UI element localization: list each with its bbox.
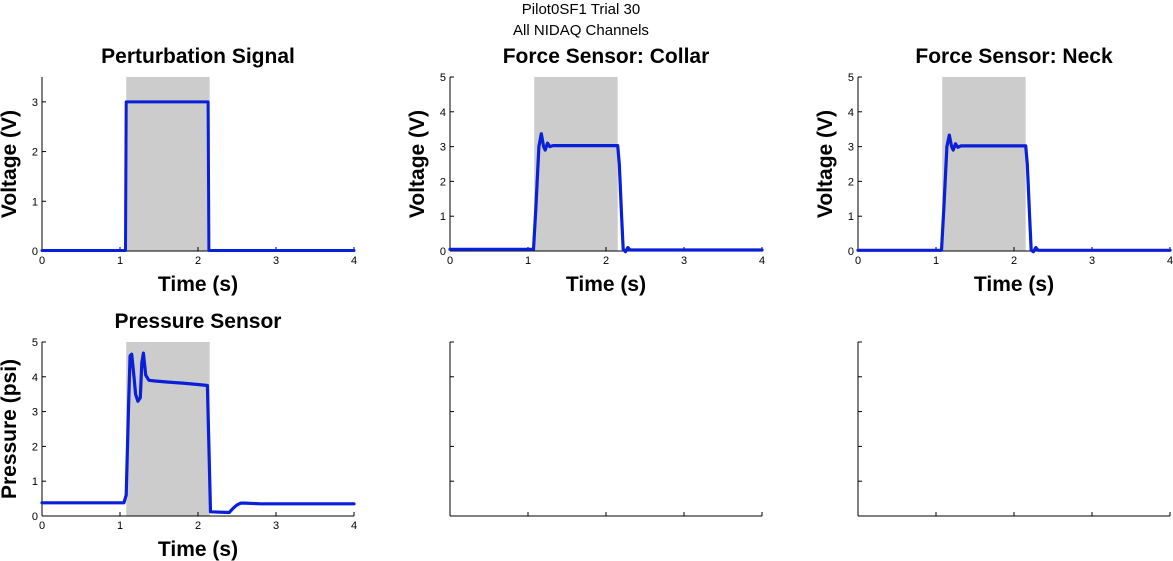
subplot-6 (857, 341, 1171, 517)
x-tick-label: 1 (525, 255, 531, 267)
signal-trace (40, 351, 356, 515)
y-tick-label: 5 (848, 72, 854, 84)
y-tick-label: 4 (32, 372, 38, 384)
x-axis-label: Time (s) (974, 273, 1054, 296)
signal-trace (40, 100, 356, 252)
x-axis-label: Time (s) (566, 273, 646, 296)
x-tick-label: 1 (117, 255, 123, 267)
subplot-title: Force Sensor: Collar (503, 45, 710, 68)
x-tick-label: 0 (855, 255, 861, 267)
x-tick-label: 4 (351, 520, 357, 532)
x-tick-label: 0 (39, 255, 45, 267)
y-tick-label: 0 (848, 246, 854, 258)
y-tick-label: 3 (848, 142, 854, 154)
y-tick-label: 2 (848, 176, 854, 188)
x-tick-label: 3 (273, 255, 279, 267)
perturbation-window (942, 77, 1026, 251)
y-tick-label: 4 (440, 107, 446, 119)
subplot-5 (449, 341, 763, 517)
y-tick-label: 4 (848, 107, 854, 119)
x-tick-label: 2 (1011, 255, 1017, 267)
perturbation-window (534, 77, 618, 251)
x-tick-label: 2 (603, 255, 609, 267)
subplot-grid: 0 1 2 3 4 0 1 2 3 Perturbation Signal Time (s) Volt… (0, 45, 1173, 561)
y-axis-label: Voltage (V) (814, 110, 837, 218)
x-tick-label: 3 (1089, 255, 1095, 267)
x-tick-label: 4 (759, 255, 765, 267)
x-tick-label: 4 (1167, 255, 1173, 267)
y-tick-label: 2 (32, 441, 38, 453)
x-tick-label: 4 (351, 255, 357, 267)
y-tick-label: 1 (848, 211, 854, 223)
y-tick-label: 1 (440, 211, 446, 223)
x-axis-label: Time (s) (158, 273, 238, 296)
subplot-title: Pressure Sensor (115, 310, 282, 333)
figure-subtitle: All NIDAQ Channels (513, 22, 649, 39)
y-tick-label: 0 (32, 246, 38, 258)
x-tick-label: 1 (933, 255, 939, 267)
subplot-2: 0 1 2 3 4 0 1 2 3 4 5 Force Sensor: Collar Time (s) V… (406, 45, 765, 296)
y-tick-label: 3 (440, 142, 446, 154)
y-tick-label: 5 (440, 72, 446, 84)
y-tick-label: 1 (32, 196, 38, 208)
subplot-title: Force Sensor: Neck (915, 45, 1113, 68)
y-axis-label: Voltage (V) (0, 110, 21, 218)
x-tick-label: 1 (117, 520, 123, 532)
y-tick-label: 5 (32, 337, 38, 349)
y-tick-label: 1 (32, 476, 38, 488)
figure-title: Pilot0SF1 Trial 30 (522, 1, 640, 18)
y-tick-label: 3 (32, 407, 38, 419)
signal-trace (448, 132, 764, 254)
x-tick-label: 0 (447, 255, 453, 267)
subplot-4: 0 1 2 3 4 0 1 2 3 4 5 Pressure Sensor Time (s) Pressu… (0, 310, 357, 561)
y-axis-label: Voltage (V) (406, 110, 429, 218)
y-tick-label: 3 (32, 97, 38, 109)
perturbation-window (126, 77, 210, 251)
x-tick-label: 0 (39, 520, 45, 532)
y-tick-label: 0 (32, 511, 38, 523)
signal-trace (856, 133, 1172, 254)
x-tick-label: 3 (681, 255, 687, 267)
y-tick-label: 0 (440, 246, 446, 258)
x-tick-label: 3 (273, 520, 279, 532)
subplot-title: Perturbation Signal (101, 45, 295, 68)
y-tick-label: 2 (440, 176, 446, 188)
y-axis-label: Pressure (psi) (0, 359, 21, 499)
perturbation-window (126, 342, 210, 516)
subplot-3: 0 1 2 3 4 0 1 2 3 4 5 Force Sensor: Neck Time (s) Vol… (814, 45, 1173, 296)
subplot-1: 0 1 2 3 4 0 1 2 3 Perturbation Signal Time (s) Volt… (0, 45, 357, 296)
y-tick-label: 2 (32, 147, 38, 159)
x-tick-label: 2 (195, 520, 201, 532)
x-axis-label: Time (s) (158, 538, 238, 561)
x-tick-label: 2 (195, 255, 201, 267)
